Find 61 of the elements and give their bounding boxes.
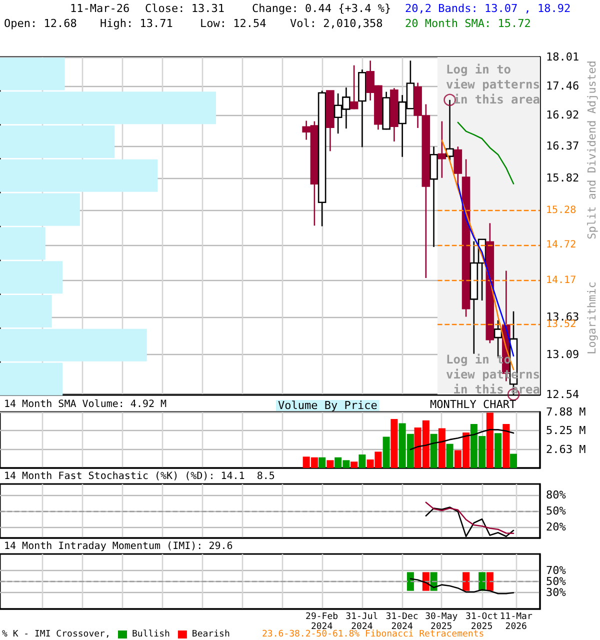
text: Open: 12.68 bbox=[4, 17, 77, 30]
text: Vol: 2,010,358 bbox=[290, 17, 383, 30]
y-tick-label: 16.37 bbox=[546, 140, 580, 153]
x-tick-label: 11-Mar 2026 bbox=[500, 612, 533, 632]
bar bbox=[494, 433, 502, 468]
y-tick-label: 30% bbox=[546, 586, 566, 599]
bar bbox=[390, 418, 398, 468]
candlestick bbox=[438, 120, 446, 179]
bar bbox=[446, 444, 454, 468]
text: 20 Month SMA: 15.72 bbox=[405, 17, 531, 30]
bar bbox=[438, 428, 446, 468]
bar bbox=[486, 412, 494, 468]
y-tick-label: 20% bbox=[546, 520, 566, 534]
candlestick bbox=[350, 64, 358, 110]
text: High: 13.71 bbox=[100, 17, 173, 30]
text: 23.6-38.2-50-61.8% Fibonacci Retracements bbox=[262, 630, 484, 640]
legend-label: Bearish bbox=[192, 630, 230, 640]
text: 20,2 Bands: 13.07 , 18.92 bbox=[405, 2, 571, 15]
bar bbox=[430, 434, 438, 468]
ref-line-label: 15.28 bbox=[546, 204, 576, 216]
chart-title: 14 Month Fast Stochastic (%K) (%D): 14.1 8.5 bbox=[4, 471, 275, 482]
candlestick bbox=[446, 99, 454, 162]
text: Change: 0.44 {+3.4 %} bbox=[252, 2, 392, 15]
candlestick bbox=[454, 146, 462, 184]
legend-title: % K - IMI Crossover, bbox=[2, 630, 110, 640]
y-tick-label: 50% bbox=[546, 575, 566, 588]
bar bbox=[350, 462, 358, 468]
text: 11-Mar-26 bbox=[70, 2, 130, 15]
y-tick-label: 80% bbox=[546, 488, 566, 502]
y-tick-label: 12.54 bbox=[546, 388, 580, 401]
y-tick-label: 15.82 bbox=[546, 171, 580, 184]
y-tick-label: 5.25 M bbox=[546, 424, 586, 438]
bar bbox=[382, 436, 390, 468]
line-series bbox=[410, 578, 514, 594]
bar bbox=[510, 454, 518, 468]
text: Logarithmic bbox=[586, 282, 598, 354]
y-tick-label: 2.63 M bbox=[546, 442, 586, 456]
y-tick-label: 17.46 bbox=[546, 79, 580, 92]
y-tick-label: 16.92 bbox=[546, 108, 580, 122]
line-series bbox=[425, 502, 514, 534]
bar bbox=[358, 454, 366, 468]
y-tick-label: 50% bbox=[546, 504, 566, 518]
ref-line-label: 14.72 bbox=[546, 240, 576, 251]
y-axis-title: Split and Dividend Adjusted bbox=[586, 60, 598, 240]
legend-label: Bullish bbox=[132, 630, 170, 640]
text: Low: 12.54 bbox=[200, 17, 267, 30]
bar bbox=[502, 424, 510, 468]
line-series bbox=[457, 122, 514, 184]
ref-line-label: 14.17 bbox=[546, 275, 576, 286]
chart-title: 14 Month Intraday Momentum (IMI): 29.6 bbox=[4, 541, 233, 552]
y-tick-label: 13.09 bbox=[546, 348, 580, 361]
y-tick-label: 18.01 bbox=[546, 50, 580, 64]
y-tick-label: 70% bbox=[546, 564, 566, 577]
chart-title: 14 Month SMA Volume: 4.92 M bbox=[4, 399, 167, 410]
bar bbox=[318, 457, 326, 468]
line-series bbox=[410, 428, 514, 450]
bar bbox=[326, 460, 334, 468]
text: Close: 13.31 bbox=[145, 2, 224, 15]
text: MONTHLY CHART bbox=[430, 398, 516, 411]
y-tick-label: 7.88 M bbox=[546, 406, 586, 418]
text: Volume By Price bbox=[278, 399, 378, 412]
